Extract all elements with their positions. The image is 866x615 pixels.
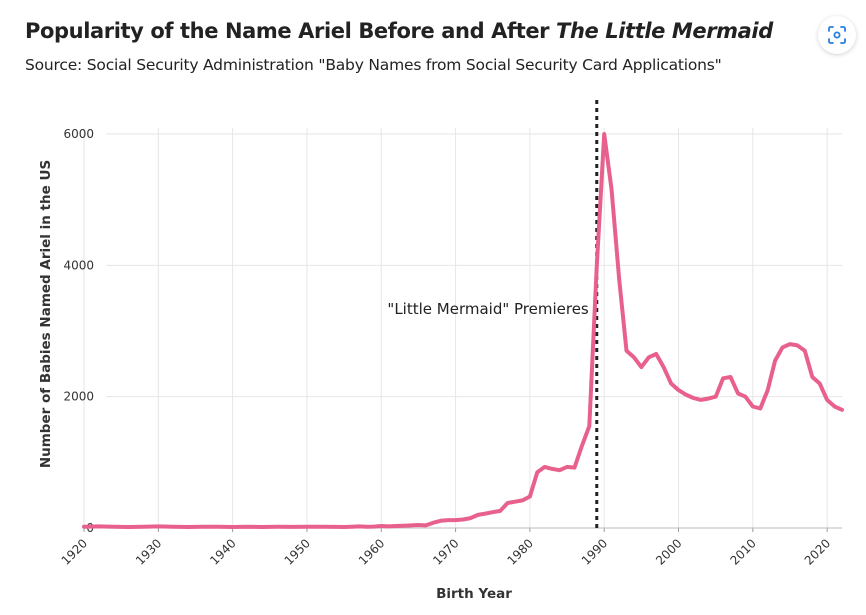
premiere-annotation: "Little Mermaid" Premieres [387, 300, 589, 318]
x-axis-ticks: 1920 1930 1940 1950 1960 1970 1980 1990 2000 2010… [59, 528, 833, 568]
x-tick-label: 1920 [59, 536, 90, 567]
y-tick-label: 2000 [63, 390, 94, 404]
gridlines [83, 128, 842, 528]
expand-chart-button[interactable] [818, 16, 856, 54]
x-tick-label: 2020 [802, 536, 833, 567]
y-tick-label: 6000 [63, 127, 94, 141]
focus-expand-icon [828, 26, 846, 44]
chart-subtitle: Source: Social Security Administration "… [25, 56, 722, 74]
chart-title: Popularity of the Name Ariel Before and … [25, 19, 773, 43]
series-line-ariel [82, 132, 844, 529]
x-tick-label: 2000 [653, 536, 684, 567]
x-tick-label: 1950 [282, 536, 313, 567]
y-tick-label: 4000 [63, 258, 94, 272]
x-tick-label: 1980 [505, 536, 536, 567]
x-tick-label: 1940 [207, 536, 238, 567]
x-tick-label: 1990 [579, 536, 610, 567]
x-tick-label: 1960 [356, 536, 387, 567]
x-axis-title: Birth Year [436, 586, 512, 602]
x-tick-label: 1970 [430, 536, 461, 567]
y-axis-title: Number of Babies Named Ariel in the US [38, 160, 54, 468]
x-tick-label: 1930 [133, 536, 164, 567]
x-tick-label: 2010 [727, 536, 758, 567]
chart-title-prefix: Popularity of the Name Ariel Before and … [25, 19, 557, 43]
chart-title-movie: The Little Mermaid [556, 19, 773, 43]
